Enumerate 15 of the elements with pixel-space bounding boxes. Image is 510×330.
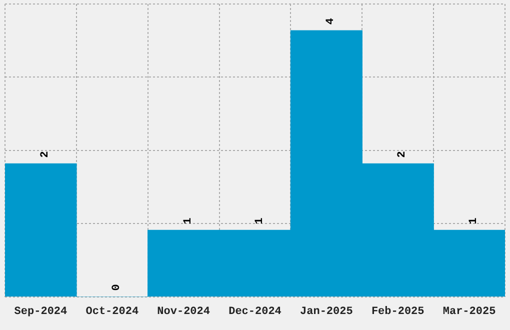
data-label: 1	[254, 217, 266, 224]
bar	[5, 163, 77, 297]
x-tick-label: Dec-2024	[228, 306, 282, 318]
x-tick-label: Sep-2024	[14, 306, 68, 318]
data-label: 4	[325, 18, 338, 25]
data-label: 1	[182, 217, 194, 224]
data-label: 0	[110, 284, 123, 291]
x-tick-label: Feb-2025	[371, 306, 425, 318]
data-label: 1	[468, 217, 480, 224]
x-tick-label: Mar-2025	[442, 306, 496, 318]
x-tick-label: Oct-2024	[86, 306, 139, 318]
data-label: 2	[39, 151, 52, 158]
x-tick-label: Nov-2024	[157, 306, 210, 318]
data-label: 2	[396, 151, 409, 158]
x-tick-label: Jan-2025	[300, 306, 354, 318]
